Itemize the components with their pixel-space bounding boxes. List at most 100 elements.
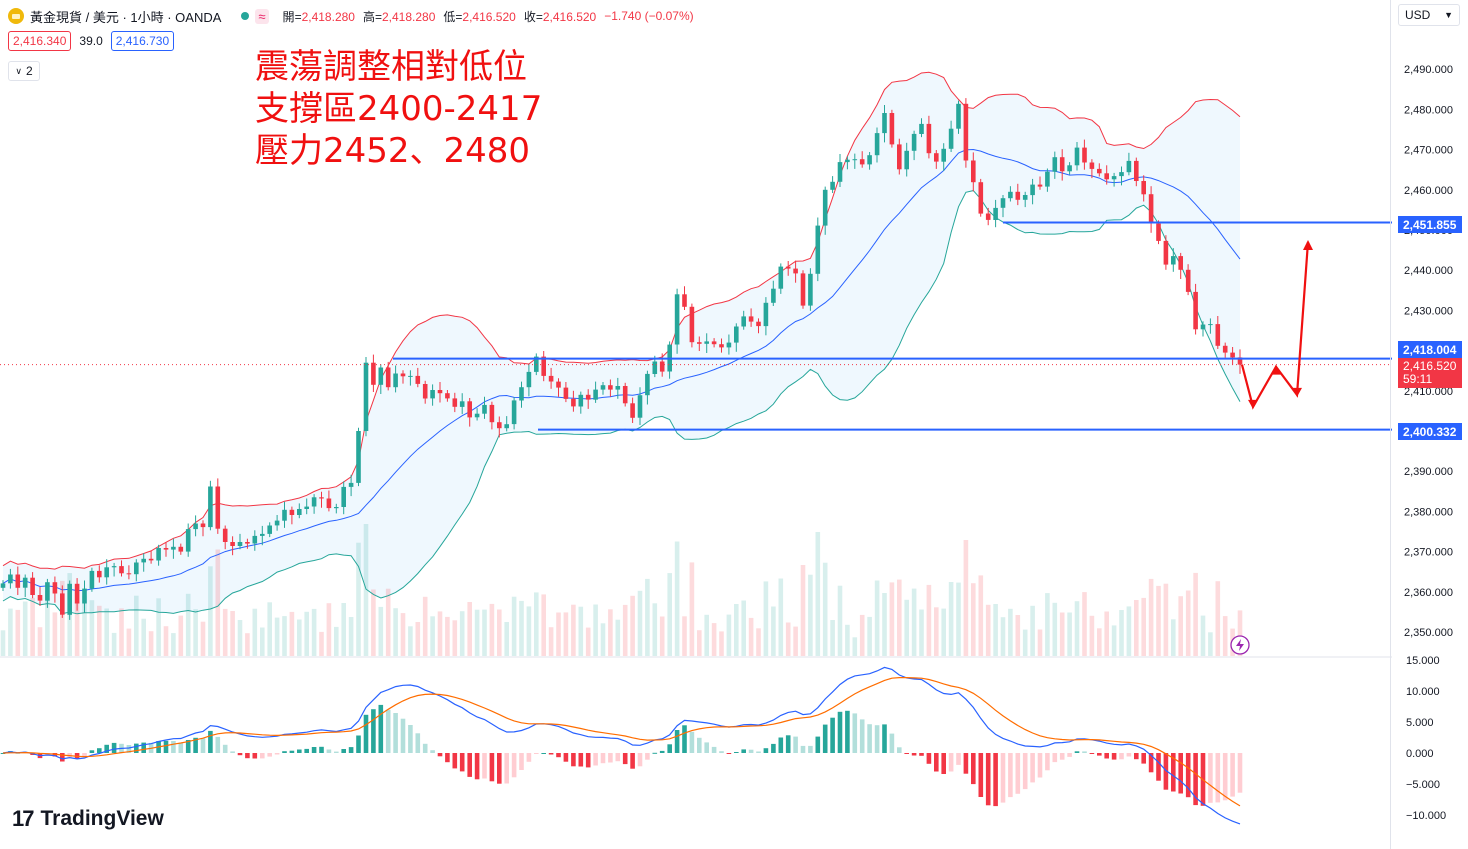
macd-histogram-bar [993, 753, 998, 807]
candle [1178, 252, 1183, 279]
tradingview-logo[interactable]: 17 TradingView [12, 806, 164, 832]
candle [859, 151, 865, 168]
candle-body [645, 373, 650, 396]
candle-body [141, 558, 146, 563]
volume-bar [1215, 581, 1221, 656]
currency-select[interactable]: USD ▼ [1398, 4, 1460, 26]
candle [1193, 283, 1198, 335]
candle-body [985, 213, 991, 220]
macd-histogram-bar [1193, 753, 1198, 806]
symbol-header[interactable]: 黃金現貨 / 美元 · 1小時 · OANDA ≈ 開=2,418.280 高=… [8, 6, 702, 26]
candle-body [148, 558, 154, 561]
buy-price-button[interactable]: 2,416.730 [110, 31, 175, 51]
candle-body [348, 482, 354, 487]
candle-body [1148, 194, 1154, 224]
candle-body [289, 509, 295, 515]
macd-histogram-bar [1171, 753, 1176, 792]
candle-body [1193, 291, 1198, 330]
candle [304, 498, 309, 515]
sell-price-button[interactable]: 2,416.340 [8, 31, 72, 51]
arrow-up-icon [1271, 364, 1281, 375]
volume-bar [585, 627, 591, 656]
candle [459, 393, 465, 415]
macd-histogram-bar [111, 742, 117, 753]
candle [15, 566, 21, 595]
volume-bar [45, 590, 50, 656]
volume-bar [845, 624, 850, 656]
volume-bar [230, 611, 235, 656]
macd-histogram-bar [474, 753, 480, 780]
volume-bar [689, 562, 695, 656]
volume-bar [771, 606, 776, 656]
price-tick-label: 2,390.000 [1404, 466, 1453, 478]
candle [1148, 186, 1154, 233]
symbol-title[interactable]: 黃金現貨 / 美元 · 1小時 · OANDA [30, 9, 222, 25]
candle [82, 580, 87, 613]
macd-histogram-bar [178, 742, 184, 753]
signal-line [2, 677, 1241, 807]
candle [208, 480, 213, 531]
volume-bar [934, 607, 939, 656]
volume-bar [756, 628, 761, 656]
candle-body [126, 573, 132, 575]
candle [260, 525, 265, 546]
macd-histogram-bar [763, 748, 769, 753]
candle-body [1037, 184, 1043, 187]
wave-icon[interactable]: ≈ [255, 8, 269, 24]
macd-histogram-bar [600, 753, 606, 764]
candle [200, 520, 206, 537]
candle-body [1059, 157, 1065, 172]
candle-body [1030, 184, 1035, 196]
volume-bar [97, 605, 102, 656]
candle [741, 310, 746, 330]
macd-histogram-bar [408, 725, 413, 753]
macd-histogram-bar [393, 713, 398, 753]
macd-histogram-bar [82, 753, 87, 757]
volume-bar [1126, 606, 1132, 656]
macd-histogram-bar [378, 704, 384, 753]
price-tick-label: 2,470.000 [1404, 145, 1453, 157]
volume-bar [459, 611, 465, 656]
candle [1097, 163, 1102, 177]
candle [1082, 139, 1087, 170]
candle [1237, 349, 1243, 374]
candle-body [482, 404, 487, 414]
volume-bar [593, 604, 598, 656]
candle-body [497, 422, 502, 429]
candle [408, 370, 413, 386]
candle [415, 367, 421, 388]
volume-bar [1074, 601, 1080, 656]
candle [126, 565, 132, 580]
candle-body [897, 144, 902, 170]
macd-histogram-bar [1208, 753, 1213, 803]
candle-body [334, 507, 339, 509]
collapse-indicators-button[interactable]: ∨ 2 [8, 61, 40, 81]
candle-body [22, 577, 28, 588]
candle-body [171, 546, 176, 550]
candle [615, 377, 621, 399]
candle-body [341, 486, 346, 507]
macd-tick-label: 5.000 [1406, 717, 1434, 729]
candle [452, 392, 458, 413]
candle-body [30, 577, 35, 595]
candle-body [993, 207, 998, 220]
near-support-price-tag: 2,418.004 [1398, 341, 1462, 358]
volume-bar [111, 632, 117, 656]
macd-histogram-bar [334, 751, 339, 753]
volume-bar [1045, 593, 1050, 656]
macd-histogram-bar [711, 746, 717, 753]
volume-bar [526, 606, 532, 656]
candle-body [1022, 195, 1028, 200]
candle [511, 397, 517, 430]
candle-body [437, 390, 443, 394]
macd-histogram-bar [793, 736, 798, 753]
candle-body [778, 266, 784, 289]
macd-histogram-bar [452, 753, 458, 769]
candle-body [363, 362, 369, 431]
candle [822, 186, 828, 235]
candle [22, 574, 28, 597]
candle [882, 105, 887, 143]
currency-label: USD [1405, 8, 1431, 22]
candle-body [571, 398, 576, 407]
